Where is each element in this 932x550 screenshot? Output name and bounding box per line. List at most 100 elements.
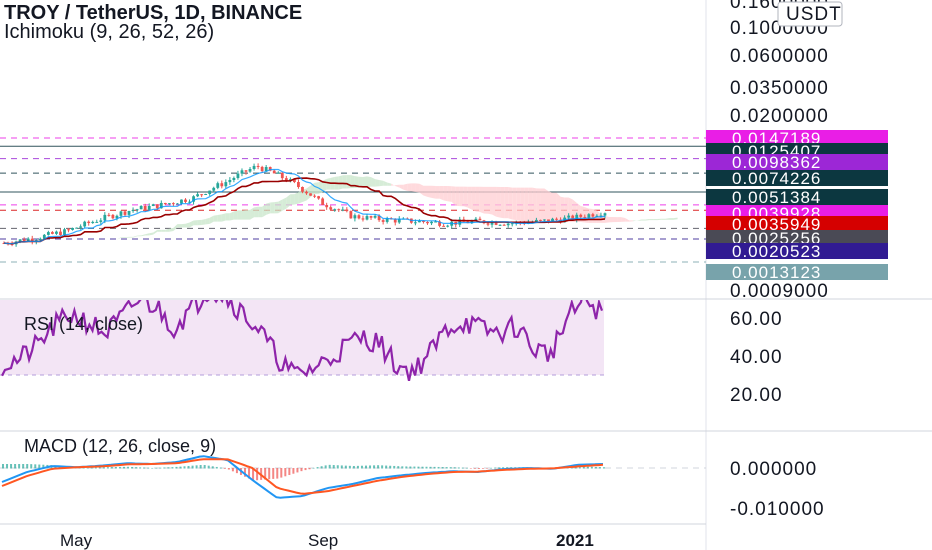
symbol-title[interactable]: TROY / TetherUS, 1D, BINANCE xyxy=(4,2,302,24)
candle-body[interactable] xyxy=(131,210,135,212)
candle-body[interactable] xyxy=(75,227,78,229)
candle-body[interactable] xyxy=(579,214,583,217)
candle-body[interactable] xyxy=(99,220,103,222)
candle-body[interactable] xyxy=(163,202,167,205)
candle-body[interactable] xyxy=(599,215,603,217)
candle-body[interactable] xyxy=(180,199,183,204)
candle-body[interactable] xyxy=(256,165,260,167)
candle-body[interactable] xyxy=(555,218,558,220)
candle-body[interactable] xyxy=(341,209,345,211)
candle-body[interactable] xyxy=(107,214,111,216)
rsi-line[interactable] xyxy=(1,290,604,382)
candle-body[interactable] xyxy=(345,209,349,212)
candlesticks[interactable] xyxy=(2,163,607,247)
candle-body[interactable] xyxy=(95,221,99,223)
candle-body[interactable] xyxy=(111,214,115,219)
candle-body[interactable] xyxy=(498,224,502,226)
candle-body[interactable] xyxy=(67,229,70,231)
candle-body[interactable] xyxy=(167,203,171,205)
candle-body[interactable] xyxy=(325,204,329,208)
candle-body[interactable] xyxy=(438,221,441,226)
candle-body[interactable] xyxy=(272,170,276,174)
candle-body[interactable] xyxy=(91,221,95,224)
candle-body[interactable] xyxy=(369,216,373,218)
candle-body[interactable] xyxy=(357,215,361,219)
candle-body[interactable] xyxy=(83,221,87,227)
candle-body[interactable] xyxy=(434,221,437,223)
candle-body[interactable] xyxy=(159,202,163,209)
candle-body[interactable] xyxy=(280,172,284,179)
candle-body[interactable] xyxy=(309,193,312,196)
candle-body[interactable] xyxy=(293,179,296,183)
candle-body[interactable] xyxy=(430,221,433,224)
candle-body[interactable] xyxy=(426,222,429,224)
candle-body[interactable] xyxy=(147,205,151,210)
candle-body[interactable] xyxy=(276,172,280,174)
macd-signal-line[interactable] xyxy=(1,458,604,495)
candle-body[interactable] xyxy=(200,194,204,196)
candle-body[interactable] xyxy=(26,238,30,242)
candle-body[interactable] xyxy=(595,215,599,217)
candle-body[interactable] xyxy=(38,238,42,241)
candle-body[interactable] xyxy=(506,223,510,226)
candle-body[interactable] xyxy=(143,205,147,210)
candle-body[interactable] xyxy=(18,239,22,242)
candle-body[interactable] xyxy=(575,214,579,220)
candle-body[interactable] xyxy=(551,218,554,222)
candle-body[interactable] xyxy=(184,199,187,202)
candle-body[interactable] xyxy=(264,167,268,172)
candle-body[interactable] xyxy=(30,238,34,242)
candle-body[interactable] xyxy=(172,203,175,205)
candle-body[interactable] xyxy=(385,218,389,222)
candle-body[interactable] xyxy=(539,219,542,221)
candle-body[interactable] xyxy=(377,215,381,221)
candle-body[interactable] xyxy=(422,220,425,223)
candle-body[interactable] xyxy=(393,219,397,223)
candle-body[interactable] xyxy=(297,182,300,187)
candle-body[interactable] xyxy=(510,223,514,225)
candle-body[interactable] xyxy=(494,221,498,225)
candle-body[interactable] xyxy=(547,219,550,222)
candle-body[interactable] xyxy=(313,195,316,197)
rsi-title[interactable]: RSI (14, close) xyxy=(24,314,143,334)
currency-badge[interactable] xyxy=(777,1,843,27)
candle-body[interactable] xyxy=(587,214,591,218)
candle-body[interactable] xyxy=(418,220,421,223)
candle-body[interactable] xyxy=(252,165,256,169)
candle-body[interactable] xyxy=(87,221,91,224)
candle-body[interactable] xyxy=(139,205,143,210)
candle-body[interactable] xyxy=(486,223,490,225)
candle-body[interactable] xyxy=(212,187,216,191)
candle-body[interactable] xyxy=(220,183,224,187)
candle-body[interactable] xyxy=(591,214,595,217)
candle-body[interactable] xyxy=(361,218,365,220)
candle-body[interactable] xyxy=(571,215,575,220)
candle-body[interactable] xyxy=(123,211,127,215)
candle-body[interactable] xyxy=(196,194,199,197)
candle-body[interactable] xyxy=(543,219,546,221)
candle-body[interactable] xyxy=(188,201,191,203)
candle-body[interactable] xyxy=(301,186,304,192)
candle-body[interactable] xyxy=(59,231,62,236)
macd-line[interactable] xyxy=(1,455,604,499)
candle-body[interactable] xyxy=(478,218,482,221)
candle-body[interactable] xyxy=(284,178,288,182)
candle-body[interactable] xyxy=(337,209,341,211)
candle-body[interactable] xyxy=(329,207,333,210)
macd-title[interactable]: MACD (12, 26, close, 9) xyxy=(24,436,216,456)
candle-body[interactable] xyxy=(71,227,74,230)
candle-body[interactable] xyxy=(353,215,357,219)
candle-body[interactable] xyxy=(151,204,155,206)
candle-body[interactable] xyxy=(442,225,446,227)
candle-body[interactable] xyxy=(244,170,248,172)
candle-body[interactable] xyxy=(414,222,417,224)
candle-body[interactable] xyxy=(192,196,195,202)
ichimoku-title[interactable]: Ichimoku (9, 26, 52, 26) xyxy=(4,21,214,43)
candle-body[interactable] xyxy=(236,173,240,179)
candle-body[interactable] xyxy=(51,232,54,234)
candle-body[interactable] xyxy=(103,214,107,221)
candle-body[interactable] xyxy=(365,216,369,220)
candle-body[interactable] xyxy=(127,211,131,215)
candle-body[interactable] xyxy=(446,225,450,227)
